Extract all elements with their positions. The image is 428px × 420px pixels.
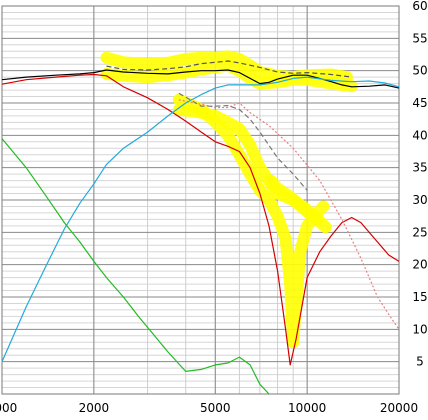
y-tick-label: 50 <box>412 64 427 78</box>
y-tick-label: 60 <box>412 0 427 13</box>
series-line <box>1 138 270 395</box>
x-tick-label: 2000 <box>79 401 110 415</box>
grid <box>1 5 400 395</box>
x-tick-label: 5000 <box>200 401 231 415</box>
y-tick-label: 5 <box>416 355 424 369</box>
x-tick-label: 1000 <box>0 401 17 415</box>
y-tick-label: 35 <box>412 161 427 175</box>
highlight-stroke <box>100 59 358 93</box>
y-tick-label: 25 <box>412 225 427 239</box>
series-line <box>106 60 352 78</box>
x-tick-label: 20000 <box>380 401 418 415</box>
y-tick-label: 20 <box>412 258 427 272</box>
series-line <box>1 76 400 362</box>
highlight-stroke <box>264 174 332 234</box>
series-line <box>178 99 400 330</box>
y-tick-label: 40 <box>412 128 427 142</box>
y-tick-label: 55 <box>412 31 427 45</box>
y-tick-label: 45 <box>412 96 427 110</box>
y-tick-label: 30 <box>412 193 427 207</box>
series-line <box>1 69 400 89</box>
highlight-stroke <box>172 93 330 349</box>
highlight-layer <box>100 50 358 349</box>
series-layer <box>1 60 400 395</box>
x-tick-label: 10000 <box>288 401 326 415</box>
y-tick-label: 15 <box>412 290 427 304</box>
series-line <box>178 92 308 191</box>
plot-frame <box>1 5 400 395</box>
y-tick-label: 10 <box>412 322 427 336</box>
